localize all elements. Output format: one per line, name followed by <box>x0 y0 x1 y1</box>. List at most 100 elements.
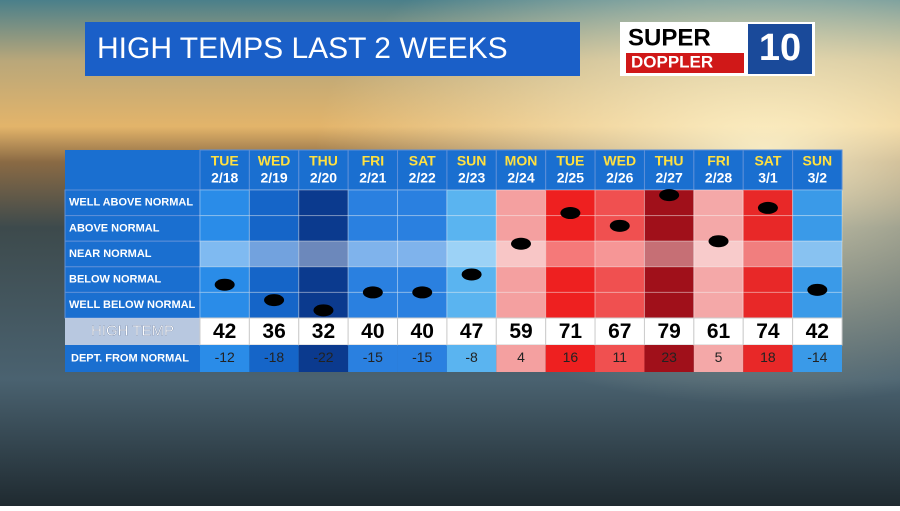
temp-cell <box>199 317 250 346</box>
grid-cell <box>248 266 300 293</box>
grid-cell <box>199 189 250 217</box>
dept-label: DEPT. FROM NORMAL <box>71 352 189 364</box>
title: HIGH TEMPS LAST 2 WEEKS <box>97 32 508 65</box>
weekday: SAT <box>409 153 436 169</box>
dept-cell <box>249 345 299 372</box>
dept-label-cell <box>65 345 200 372</box>
high-temp: 74 <box>756 320 780 343</box>
near-normal-shade <box>595 241 645 267</box>
temp-cell <box>545 317 596 346</box>
departure: -15 <box>363 349 383 365</box>
grid-cell <box>248 215 300 242</box>
weekday: THU <box>655 153 684 169</box>
dot <box>560 207 581 220</box>
x-tick-label: 2/23 <box>458 170 485 186</box>
grid-cell <box>495 189 547 217</box>
departure: 11 <box>612 349 627 365</box>
logo-super: SUPER <box>628 24 711 51</box>
logo-red <box>626 53 744 73</box>
dept-cell <box>545 345 596 372</box>
weekday: SAT <box>754 153 781 169</box>
near-normal-shade <box>348 241 398 267</box>
grid-cell <box>446 215 497 242</box>
dot <box>313 304 334 317</box>
high-temp: 40 <box>411 320 434 343</box>
grid-cell <box>594 266 645 293</box>
header-cell <box>693 149 744 191</box>
weekday: WED <box>258 153 291 169</box>
weekday: TUE <box>556 153 584 169</box>
temp-label: HIGH TEMP <box>91 322 174 339</box>
departure: -22 <box>313 349 333 365</box>
grid-cell <box>545 215 596 242</box>
header-cell <box>643 149 695 191</box>
departure: 5 <box>715 349 723 365</box>
high-temp: 71 <box>559 320 583 343</box>
weekday: TUE <box>211 153 239 169</box>
grid-cell <box>742 215 794 242</box>
temp-cell <box>742 317 794 346</box>
x-tick-label: 2/26 <box>606 170 633 186</box>
logo-doppler: DOPPLER <box>631 52 713 71</box>
x-tick-label: 2/19 <box>260 170 287 186</box>
weekday: WED <box>603 153 636 169</box>
header-label-cell <box>65 150 200 190</box>
header-cell <box>199 149 250 191</box>
grid-cell <box>298 215 349 242</box>
dept-cell <box>298 345 349 372</box>
x-tick-label: 3/2 <box>808 170 828 186</box>
dept-cell <box>595 345 645 372</box>
table: WELL ABOVE NORMAL ABOVE NORMAL NEAR NORMAL… <box>64 149 843 372</box>
dot <box>461 268 482 281</box>
grid-cell <box>742 266 794 293</box>
grid-cell <box>545 291 596 319</box>
near-normal-shade <box>743 241 793 267</box>
weekday: SUN <box>803 153 833 169</box>
dot <box>214 278 235 291</box>
grid-cell <box>742 291 794 319</box>
dept-cell <box>792 345 842 372</box>
dot <box>362 286 383 299</box>
high-temp: 40 <box>361 320 384 343</box>
departure: -8 <box>465 349 478 365</box>
high-temp: 47 <box>460 320 483 343</box>
high-temp: 61 <box>707 320 731 343</box>
weekday: FRI <box>707 153 730 169</box>
weekday: FRI <box>362 153 385 169</box>
weekday: MON <box>505 153 538 169</box>
temp-cell <box>594 317 645 346</box>
grid-cell <box>446 189 497 217</box>
row-label-cell <box>64 291 201 319</box>
grid-cell <box>495 266 547 293</box>
high-temp: 42 <box>213 320 236 343</box>
logo-number: 10 <box>759 27 801 69</box>
dept-cell <box>446 345 497 372</box>
high-temp: 32 <box>312 320 335 343</box>
departure: -12 <box>215 349 235 365</box>
x-tick-label: 2/27 <box>656 170 683 186</box>
high-temp: 67 <box>608 320 631 343</box>
temp-cell <box>446 317 497 346</box>
grid-cell <box>397 189 448 217</box>
row-label: WELL BELOW NORMAL <box>69 299 196 311</box>
header-cell <box>397 149 448 191</box>
x-tick-label: 3/1 <box>758 170 778 186</box>
dept-cell <box>348 345 398 372</box>
grid-cell <box>298 189 349 217</box>
dept-cell <box>397 345 447 372</box>
departure: -18 <box>264 349 284 365</box>
grid-cell <box>446 291 497 319</box>
header-cell <box>792 149 843 191</box>
x-tick-label: 2/22 <box>409 170 436 186</box>
row-label: ABOVE NORMAL <box>69 222 160 234</box>
grid-cell <box>199 291 250 319</box>
grid-cell <box>643 291 695 319</box>
dot <box>412 286 433 299</box>
grid-cell <box>545 266 596 293</box>
departure: 4 <box>517 349 525 365</box>
departure: 18 <box>760 349 776 365</box>
high-temp: 42 <box>806 320 829 343</box>
dept-cell <box>743 345 793 372</box>
grid-cell <box>742 240 794 268</box>
